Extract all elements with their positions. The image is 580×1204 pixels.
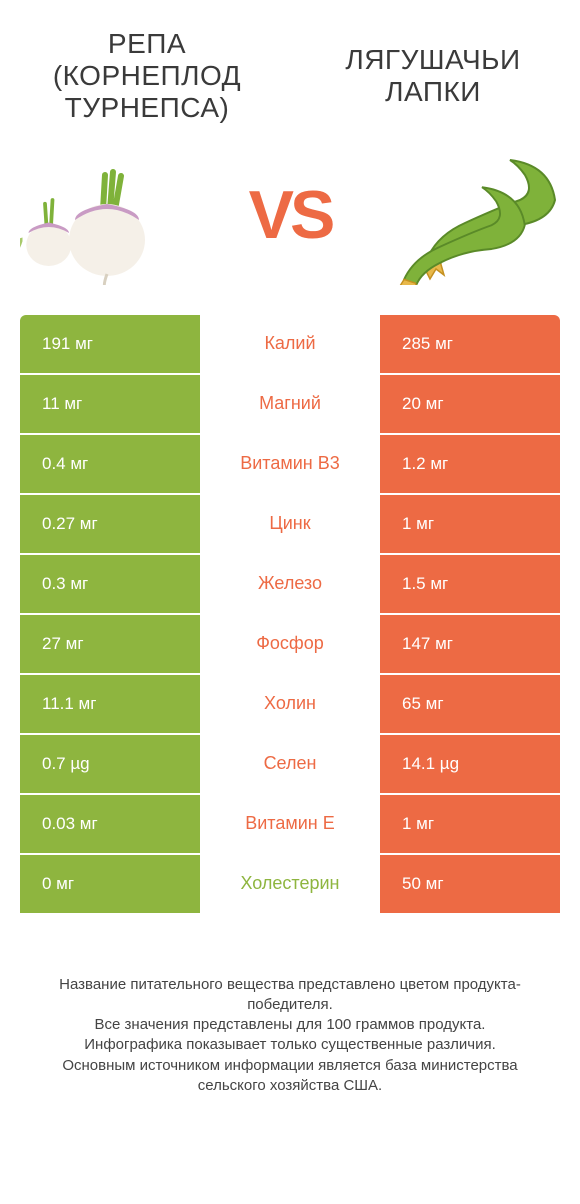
left-value-cell: 0.03 мг <box>20 795 200 853</box>
table-row: 0 мгХолестерин50 мг <box>20 855 560 915</box>
comparison-table: 191 мгКалий285 мг11 мгМагний20 мг0.4 мгВ… <box>20 315 560 915</box>
frog-legs-icon <box>390 145 560 285</box>
left-value-cell: 0.27 мг <box>20 495 200 553</box>
footer-line: Основным источником информации является … <box>40 1056 540 1097</box>
table-row: 0.27 мгЦинк1 мг <box>20 495 560 555</box>
footer-line: Название питательного вещества представл… <box>40 975 540 1016</box>
table-row: 0.7 µgСелен14.1 µg <box>20 735 560 795</box>
footer-line: Инфографика показывает только существенн… <box>40 1035 540 1055</box>
right-value-cell: 147 мг <box>380 615 560 673</box>
left-value-cell: 11.1 мг <box>20 675 200 733</box>
right-value-cell: 14.1 µg <box>380 735 560 793</box>
right-value-cell: 50 мг <box>380 855 560 913</box>
table-row: 0.03 мгВитамин E1 мг <box>20 795 560 855</box>
table-row: 191 мгКалий285 мг <box>20 315 560 375</box>
right-value-cell: 65 мг <box>380 675 560 733</box>
vs-label: VS <box>249 176 332 254</box>
nutrient-name-cell: Холин <box>200 675 380 733</box>
left-value-cell: 0.4 мг <box>20 435 200 493</box>
right-product-title: ЛЯГУШАЧЬИ ЛАПКИ <box>316 28 550 125</box>
left-value-cell: 0 мг <box>20 855 200 913</box>
nutrient-name-cell: Калий <box>200 315 380 373</box>
nutrient-name-cell: Витамин B3 <box>200 435 380 493</box>
right-value-cell: 20 мг <box>380 375 560 433</box>
nutrient-name-cell: Магний <box>200 375 380 433</box>
right-value-cell: 1 мг <box>380 795 560 853</box>
footer-line: Все значения представлены для 100 граммо… <box>40 1015 540 1035</box>
vs-row: VS <box>0 135 580 315</box>
left-value-cell: 0.7 µg <box>20 735 200 793</box>
header: РЕПА (КОРНЕПЛОД ТУРНЕПСА) ЛЯГУШАЧЬИ ЛАПК… <box>0 0 580 135</box>
table-row: 27 мгФосфор147 мг <box>20 615 560 675</box>
left-product-title: РЕПА (КОРНЕПЛОД ТУРНЕПСА) <box>30 28 264 125</box>
footer-note: Название питательного вещества представл… <box>40 975 540 1097</box>
turnip-icon <box>20 145 190 285</box>
right-value-cell: 1.2 мг <box>380 435 560 493</box>
nutrient-name-cell: Холестерин <box>200 855 380 913</box>
nutrient-name-cell: Цинк <box>200 495 380 553</box>
nutrient-name-cell: Селен <box>200 735 380 793</box>
right-value-cell: 1 мг <box>380 495 560 553</box>
table-row: 0.3 мгЖелезо1.5 мг <box>20 555 560 615</box>
nutrient-name-cell: Железо <box>200 555 380 613</box>
left-value-cell: 191 мг <box>20 315 200 373</box>
nutrient-name-cell: Фосфор <box>200 615 380 673</box>
table-row: 0.4 мгВитамин B31.2 мг <box>20 435 560 495</box>
right-value-cell: 285 мг <box>380 315 560 373</box>
table-row: 11 мгМагний20 мг <box>20 375 560 435</box>
nutrient-name-cell: Витамин E <box>200 795 380 853</box>
left-value-cell: 0.3 мг <box>20 555 200 613</box>
table-row: 11.1 мгХолин65 мг <box>20 675 560 735</box>
left-value-cell: 27 мг <box>20 615 200 673</box>
left-value-cell: 11 мг <box>20 375 200 433</box>
right-value-cell: 1.5 мг <box>380 555 560 613</box>
